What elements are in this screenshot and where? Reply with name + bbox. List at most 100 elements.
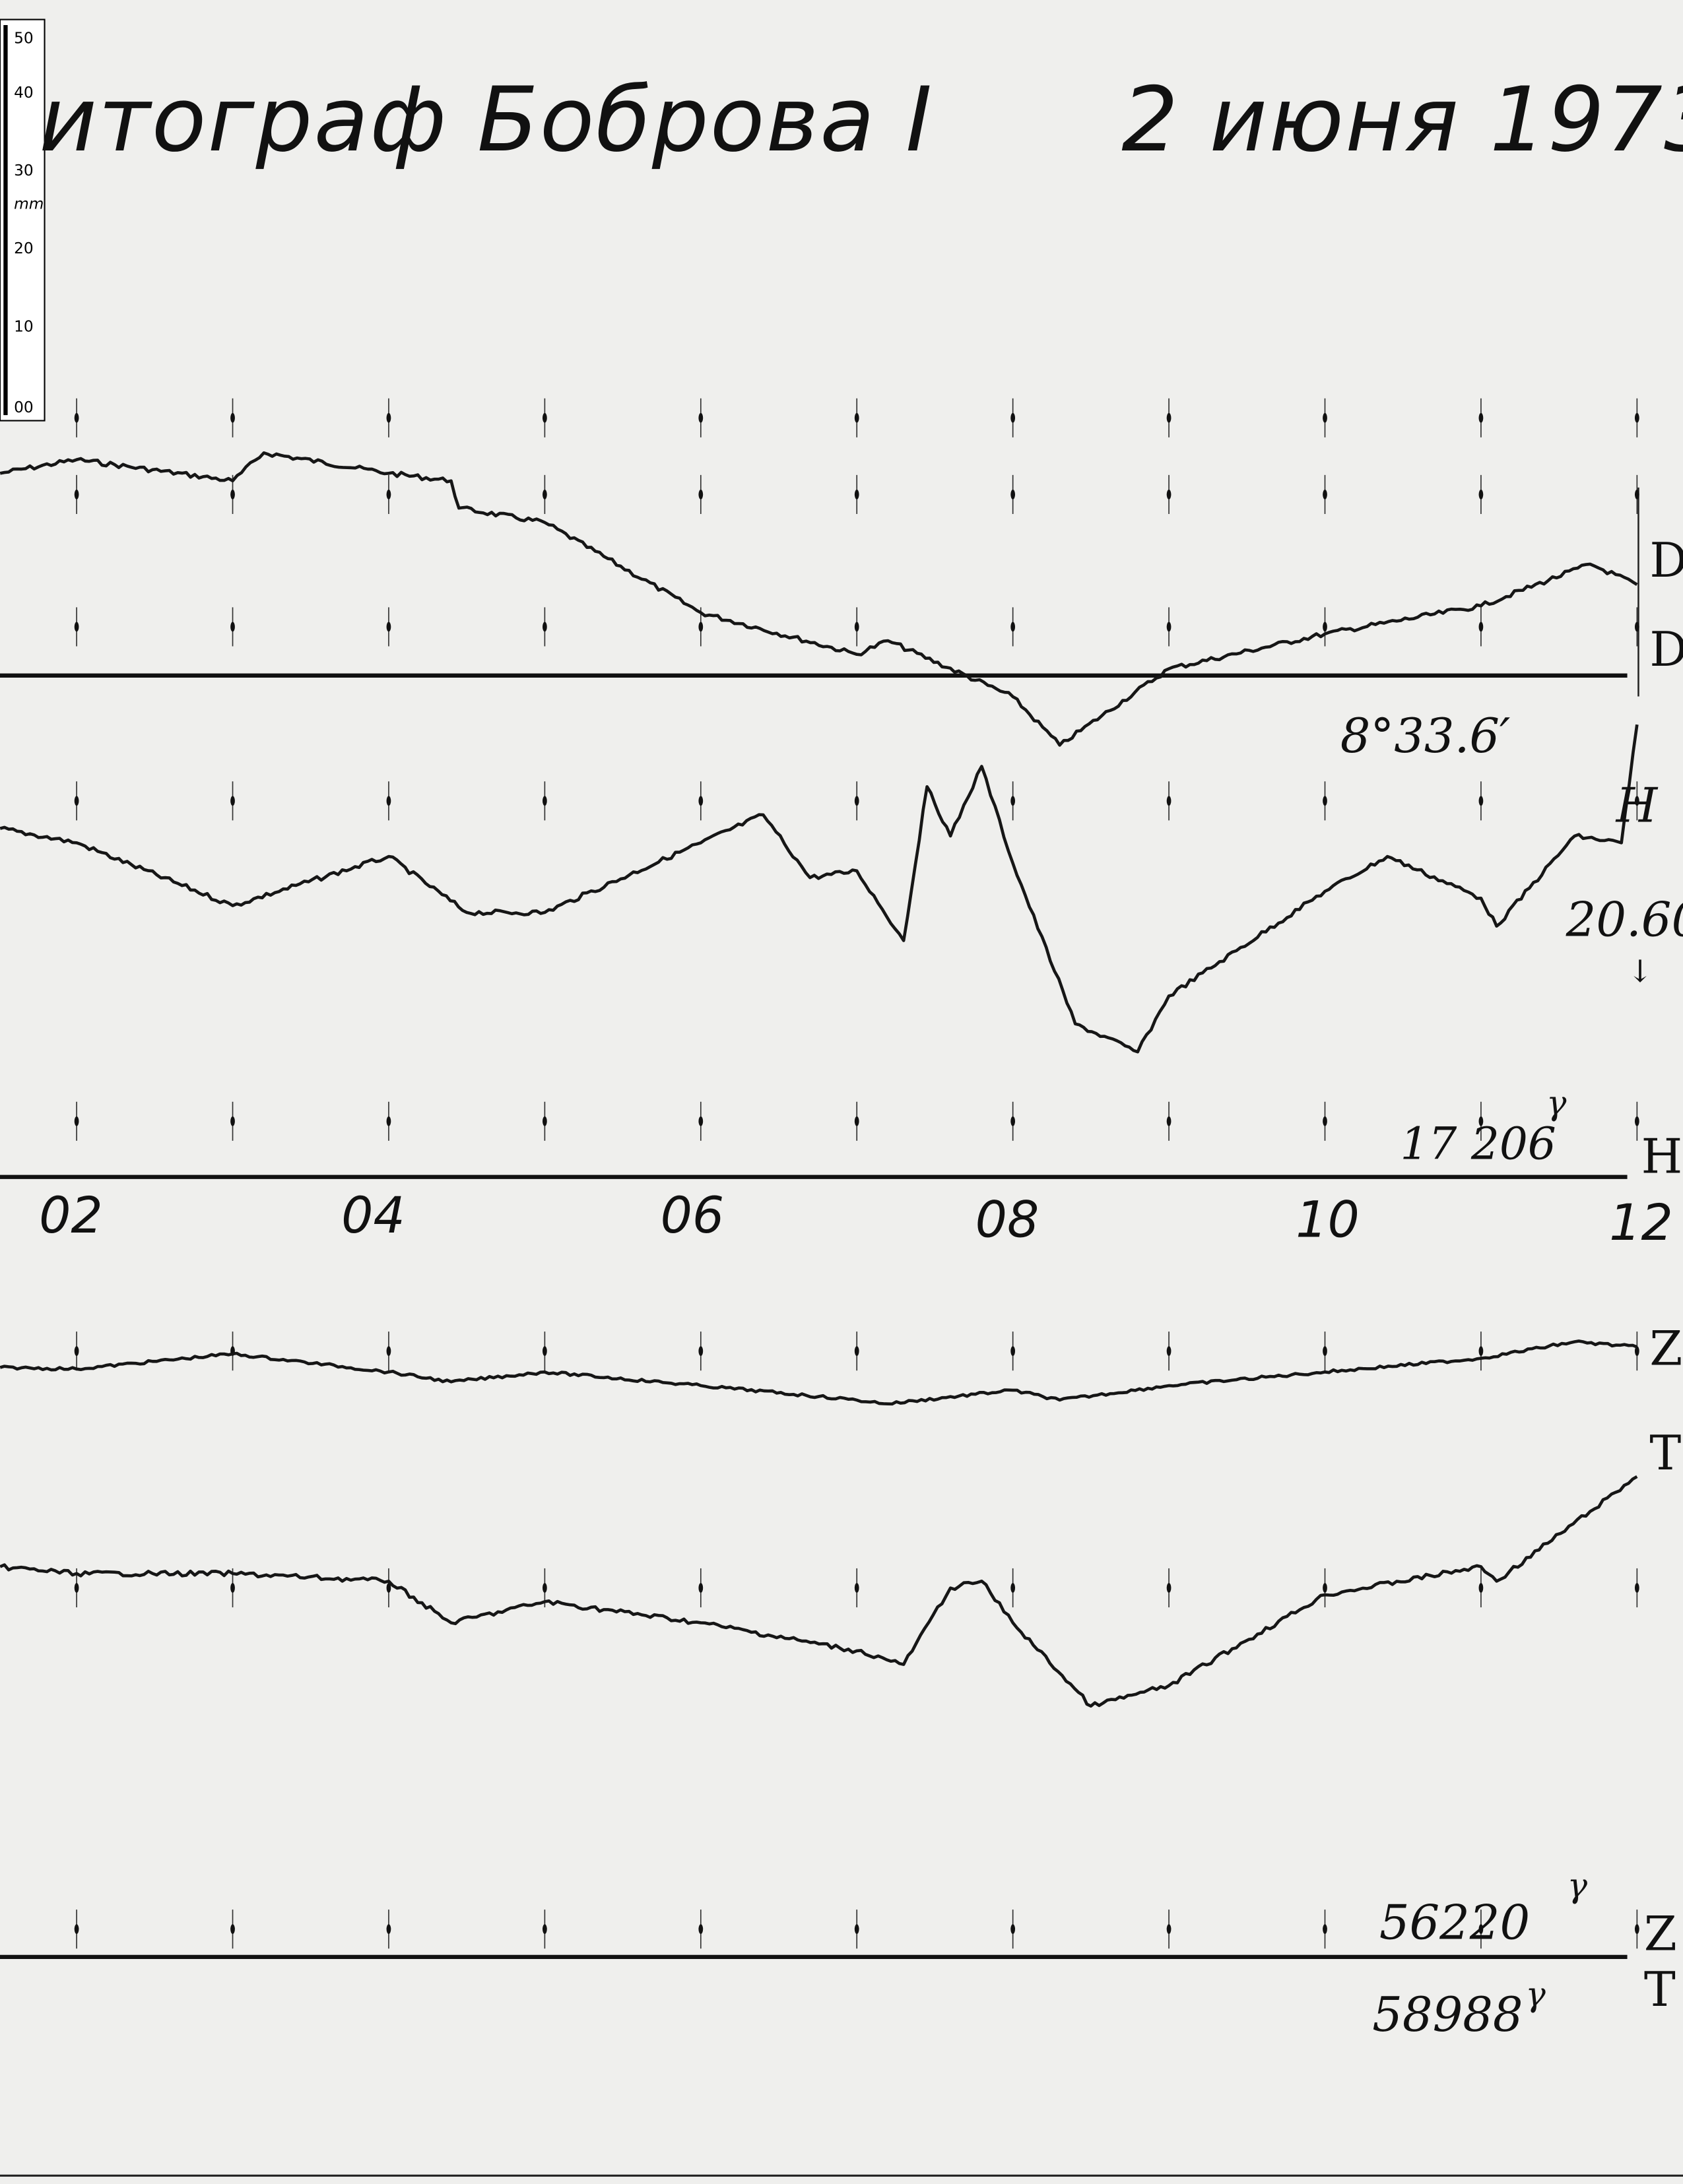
hour-marker-dot: [230, 622, 235, 632]
hour-marker-dot: [1634, 622, 1639, 632]
ruler-unit: mm: [14, 195, 44, 213]
hour-marker-dot: [230, 796, 235, 806]
hour-marker-dot: [1323, 1924, 1327, 1935]
ruler-tick-50: 50: [14, 29, 34, 47]
hour-marker-dot: [542, 1346, 547, 1357]
x-tick-10: 10: [1296, 1190, 1360, 1249]
x-tick-02: 02: [39, 1186, 103, 1244]
hour-marker-dot: [1323, 1346, 1327, 1357]
hour-marker-dot: [698, 796, 704, 806]
hour-marker-dot: [698, 1924, 704, 1935]
hour-marker-dot: [1478, 1583, 1484, 1593]
label-h-base: H: [1641, 1128, 1683, 1184]
h-baseline-value: 17 206: [1400, 1117, 1556, 1169]
hour-marker-dot: [1010, 622, 1016, 632]
hour-marker-dot: [698, 1583, 704, 1593]
hour-marker-dot: [1478, 796, 1484, 806]
hour-marker-dot: [698, 622, 704, 632]
trace-z: [0, 1339, 1638, 1406]
hour-marker-dot: [854, 796, 859, 806]
hour-marker-dot: [542, 1924, 547, 1935]
hour-marker-dot: [542, 1583, 547, 1593]
ruler-tick-00: 00: [14, 399, 34, 416]
hour-marker-dot: [74, 1924, 79, 1935]
hour-markers: [74, 398, 1639, 1949]
hour-marker-dot: [386, 1924, 391, 1935]
hour-marker-dot: [1478, 1346, 1484, 1357]
hour-marker-dot: [74, 1583, 79, 1593]
hour-marker-dot: [854, 1924, 859, 1935]
trace-h: [0, 724, 1639, 1054]
hour-marker-dot: [1166, 1583, 1172, 1593]
hour-marker-dot: [1166, 1346, 1172, 1357]
hour-marker-dot: [1323, 622, 1327, 632]
label-d: D: [1649, 532, 1683, 588]
hour-marker-dot: [1634, 490, 1639, 499]
hour-marker-dot: [74, 622, 79, 632]
x-tick-labels: 02 04 06 08 10 12: [39, 1186, 1673, 1252]
hour-marker-dot: [1166, 490, 1172, 499]
hour-marker-dot: [854, 490, 859, 499]
trace-d: [0, 451, 1638, 747]
hour-marker-dot: [1166, 412, 1172, 423]
hour-marker-dot: [1166, 622, 1172, 632]
hour-marker-dot: [1166, 796, 1172, 806]
hour-marker-dot: [854, 1116, 859, 1126]
title: итограф Боброва I: [39, 68, 933, 172]
label-h: H: [1615, 777, 1659, 833]
hour-marker-dot: [1166, 1116, 1172, 1126]
ruler-tick-30: 30: [14, 162, 34, 179]
hour-marker-dot: [854, 1583, 859, 1593]
x-tick-08: 08: [975, 1190, 1040, 1249]
x-tick-04: 04: [341, 1186, 405, 1244]
hour-marker-dot: [854, 622, 859, 632]
hour-marker-dot: [1634, 796, 1639, 806]
gamma-z: γ: [1568, 1866, 1588, 1905]
gamma-h: γ: [1546, 1083, 1567, 1122]
hour-marker-dot: [1323, 412, 1327, 423]
hour-marker-dot: [542, 490, 547, 499]
hour-marker-dot: [230, 1116, 235, 1126]
hour-marker-dot: [1010, 1924, 1016, 1935]
hour-marker-dot: [698, 412, 704, 423]
hour-marker-dot: [1010, 796, 1016, 806]
hour-marker-dot: [698, 1346, 704, 1357]
hour-marker-dot: [542, 796, 547, 806]
gamma-t: γ: [1525, 1975, 1546, 2014]
hour-marker-dot: [1478, 622, 1484, 632]
down-arrow-icon: ↓: [1628, 953, 1653, 989]
hour-marker-dot: [74, 1346, 79, 1357]
hour-marker-dot: [230, 1583, 235, 1593]
label-z0: Z: [1644, 1906, 1677, 1961]
hour-marker-dot: [1634, 1583, 1639, 1593]
hour-marker-dot: [1634, 412, 1639, 423]
x-tick-12: 12: [1609, 1193, 1673, 1252]
date: 2 июня 1973г.: [1121, 68, 1683, 172]
t-baseline-value: 58988: [1372, 1987, 1523, 2042]
hour-marker-dot: [1010, 412, 1016, 423]
x-tick-06: 06: [661, 1186, 725, 1244]
hour-marker-dot: [1478, 490, 1484, 499]
ruler-tick-20: 20: [14, 240, 34, 257]
hour-marker-dot: [74, 796, 79, 806]
label-z: Z: [1649, 1321, 1682, 1376]
hour-marker-dot: [1323, 1583, 1327, 1593]
hour-marker-dot: [74, 1116, 79, 1126]
hour-marker-dot: [386, 796, 391, 806]
hour-marker-dot: [542, 1116, 547, 1126]
hour-marker-dot: [386, 1346, 391, 1357]
hour-marker-dot: [74, 490, 79, 499]
hour-marker-dot: [1010, 1346, 1016, 1357]
hour-marker-dot: [854, 1346, 859, 1357]
hour-marker-dot: [1166, 1924, 1172, 1935]
ruler-tick-10: 10: [14, 317, 34, 335]
ruler-tick-40: 40: [14, 84, 34, 102]
hour-marker-dot: [1634, 1924, 1639, 1935]
label-d-base: D: [1649, 622, 1683, 677]
traces: [0, 451, 1639, 1708]
label-t0: T: [1644, 1962, 1676, 2017]
hour-marker-dot: [1010, 490, 1016, 499]
h-scale-value: 20.60: [1566, 892, 1683, 947]
